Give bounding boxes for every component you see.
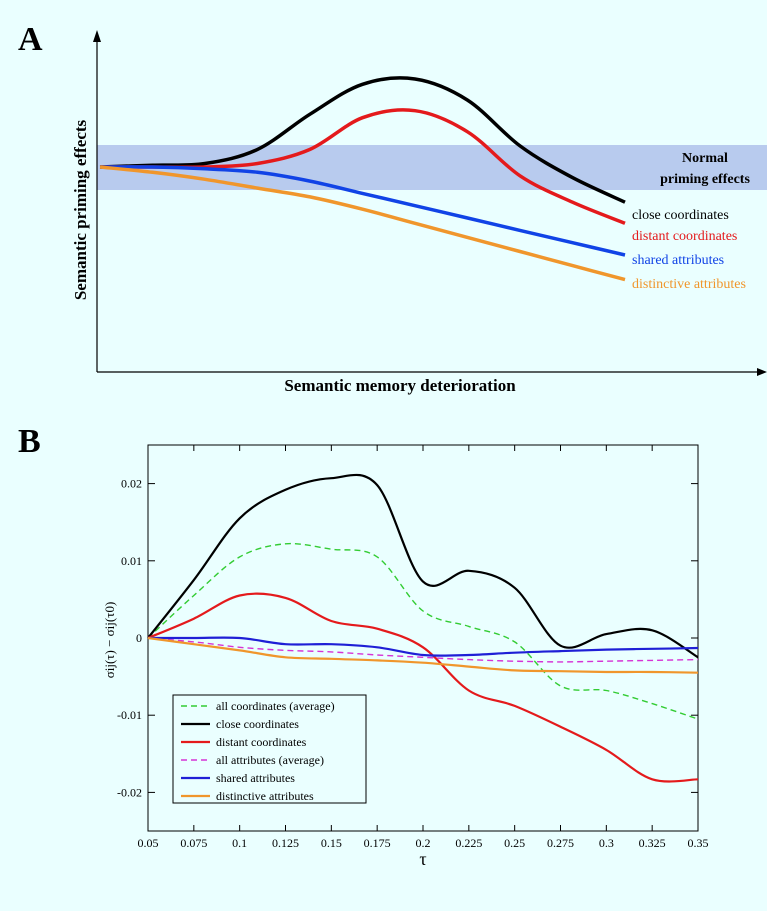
legend-label-shared-attributes: shared attributes: [216, 771, 295, 785]
x-tick-label: 0.25: [504, 836, 525, 850]
panel-b-ticks: 0.05 0.075 0.1 0.125 0.15 0.175 0.2 0.225 0.25 0.…: [117, 445, 709, 850]
panel-a-letter: A: [18, 21, 43, 58]
panel-a-xlabel: Semantic memory deterioration: [284, 376, 516, 395]
x-tick-label: 0.175: [364, 836, 391, 850]
y-tick-label: 0.02: [121, 477, 142, 491]
x-tick-label: 0.275: [547, 836, 574, 850]
x-tick-label: 0.125: [272, 836, 299, 850]
panel-a-series-shared-attributes: [99, 165, 626, 257]
x-tick-label: 0.2: [416, 836, 431, 850]
panel-a-ylabel: Semantic priming effects: [71, 119, 90, 300]
band-label-line1: Normal: [682, 151, 728, 166]
legend-label-all-coordinates-average: all coordinates (average): [216, 699, 335, 713]
legend-label-close-coordinates: close coordinates: [216, 717, 299, 731]
x-tick-label: 0.1: [232, 836, 247, 850]
panel-a: A Normal priming effects Semantic primin…: [18, 21, 767, 395]
panel-b-letter: B: [18, 423, 41, 460]
panel-b-series-close-coordinates: [147, 473, 699, 659]
panel-b-xlabel: τ: [419, 849, 426, 869]
panel-b-series-all-attributes-average: [147, 637, 699, 663]
legend-label-all-attributes-average: all attributes (average): [216, 753, 324, 767]
end-label-shared-attributes: shared attributes: [632, 253, 724, 268]
panel-a-y-arrow: [93, 30, 101, 42]
panel-b-series-all-coordinates-average: [147, 542, 699, 720]
panel-a-lines: [99, 76, 626, 282]
panel-b-legend-box: [172, 694, 367, 804]
x-tick-label: 0.15: [321, 836, 342, 850]
panel-a-x-arrow: [757, 368, 767, 376]
end-label-distant-coordinates: distant coordinates: [632, 229, 737, 244]
panel-a-series-close-coordinates: [99, 76, 626, 204]
panel-b-legend: all coordinates (average) close coordinat…: [181, 699, 335, 803]
x-tick-label: 0.325: [639, 836, 666, 850]
end-label-close-coordinates: close coordinates: [632, 208, 729, 223]
band-label-line2: priming effects: [660, 172, 750, 187]
x-tick-label: 0.3: [599, 836, 614, 850]
legend-label-distant-coordinates: distant coordinates: [216, 735, 307, 749]
y-tick-label: 0: [136, 631, 142, 645]
panel-b-lines: [147, 473, 699, 783]
panel-b-series-distant-coordinates: [147, 592, 699, 783]
y-tick-label: 0.01: [121, 554, 142, 568]
panel-b-series-distinctive-attributes: [147, 636, 699, 674]
end-label-distinctive-attributes: distinctive attributes: [632, 277, 746, 292]
x-tick-label: 0.225: [455, 836, 482, 850]
y-tick-label: -0.02: [117, 785, 142, 799]
panel-a-series-distinctive-attributes: [99, 165, 626, 282]
panel-b: B 0.05 0.075 0.1 0.125 0.15 0.175 0.2 0.225 0.25…: [18, 423, 709, 869]
x-tick-label: 0.075: [180, 836, 207, 850]
panel-b-series-shared-attributes: [147, 636, 699, 657]
panel-b-ylabel: σij(τ) − σij(τ0): [102, 602, 117, 679]
x-tick-label: 0.35: [688, 836, 709, 850]
y-tick-label: -0.01: [117, 708, 142, 722]
legend-label-distinctive-attributes: distinctive attributes: [216, 789, 314, 803]
x-tick-label: 0.05: [138, 836, 159, 850]
